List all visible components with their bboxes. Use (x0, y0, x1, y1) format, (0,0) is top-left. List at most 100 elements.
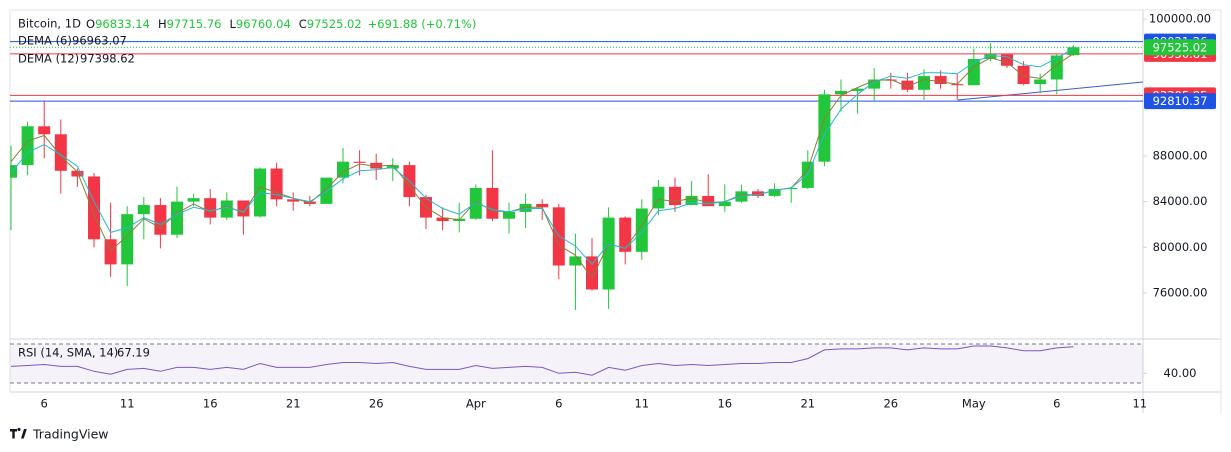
legend-label: DEMA (6) (18, 34, 72, 48)
brand: TradingView (9, 427, 109, 442)
candle-body (171, 201, 183, 235)
candle-body (204, 198, 217, 218)
rsi-tick-label: 40.00 (1164, 366, 1197, 380)
candle-body (569, 256, 582, 266)
ohlc-value: 96833.14 (95, 17, 150, 31)
x-tick-label: 26 (369, 397, 384, 411)
x-tick-label: Apr (466, 397, 486, 411)
rsi-label: RSI (14, SMA, 14) (18, 346, 118, 360)
candle-body (1001, 54, 1013, 66)
x-tick-label: May (962, 397, 986, 411)
candle-body (718, 201, 731, 207)
candle-body (436, 217, 449, 222)
legend-label: DEMA (12) (18, 52, 79, 66)
rsi-band (10, 344, 1143, 384)
candle-body (187, 198, 200, 202)
header: Bitcoin, 1D O96833.14 H97715.76 L96760.04 C… (18, 17, 476, 360)
candle-body (918, 76, 930, 90)
candle-body (353, 161, 366, 163)
candle-body (685, 195, 698, 206)
ohlc-prefix: H (158, 17, 167, 31)
price-tag (1144, 93, 1216, 110)
change-value: +691.88 (+0.71%) (368, 17, 477, 31)
candle-body (38, 126, 51, 135)
brand-logo (9, 427, 27, 439)
x-tick-label: 26 (883, 397, 898, 411)
y-tick-label: 76000.00 (1153, 285, 1208, 299)
price-tag-label: 97525.02 (1153, 40, 1208, 54)
candle-body (934, 76, 947, 85)
candle-body (635, 208, 648, 252)
x-tick-label: 16 (717, 397, 732, 411)
ohlc-values: O96833.14 H97715.76 L96760.04 C97525.02 +691… (86, 17, 476, 31)
candle-body (768, 189, 781, 196)
candle-body (1017, 65, 1030, 85)
ohlc-value: 97525.02 (307, 17, 362, 31)
rsi-value: 67.19 (117, 346, 150, 360)
y-tick-label: 84000.00 (1153, 194, 1208, 208)
x-tick-label: 11 (634, 397, 649, 411)
symbol-title: Bitcoin, 1D (18, 17, 81, 31)
x-tick-label: 6 (555, 397, 562, 411)
candle-body (735, 191, 748, 202)
candle-body (1034, 79, 1047, 85)
x-tick-label: 21 (286, 397, 301, 411)
ohlc-value: 97715.76 (167, 17, 222, 31)
y-tick-label: 80000.00 (1153, 240, 1208, 254)
y-tick-label: 88000.00 (1153, 148, 1208, 162)
candle-body (237, 200, 250, 217)
candle-body (1050, 55, 1063, 80)
candle-body (984, 54, 997, 59)
x-tick-label: 21 (800, 397, 815, 411)
candle-body (785, 187, 798, 190)
candle-body (619, 217, 632, 252)
candle-body (536, 203, 549, 208)
candle-body (486, 187, 499, 219)
x-tick-label: 11 (120, 397, 135, 411)
candle-body (602, 217, 615, 290)
candle-body (220, 200, 233, 218)
ohlc-prefix: O (86, 17, 95, 31)
candle-body (851, 88, 864, 91)
main-pane (10, 41, 1143, 311)
x-tick-label: 16 (203, 397, 218, 411)
candle-body (10, 165, 17, 178)
dema-line (10, 48, 1074, 266)
price-tag (1144, 39, 1216, 56)
candle-body (586, 256, 598, 290)
candle-body (951, 84, 964, 86)
legend-value: 97398.62 (80, 52, 135, 66)
ohlc-prefix: L (229, 17, 236, 31)
candle-body (702, 195, 715, 207)
candle-body (370, 162, 383, 169)
candle-body (503, 211, 515, 219)
candle-body (868, 79, 881, 89)
rsi-line (10, 345, 1074, 376)
candle-body (901, 80, 914, 90)
candle-body (337, 161, 349, 178)
ohlc-value: 96760.04 (236, 17, 291, 31)
legend-value: 96963.07 (72, 34, 127, 48)
candle-body (121, 214, 134, 265)
candle-body (287, 199, 300, 202)
candle-body (835, 90, 847, 95)
x-tick-label: 11 (1132, 397, 1147, 411)
brand-name: TradingView (32, 427, 109, 442)
candle-body (154, 205, 167, 235)
candle-body (669, 186, 681, 206)
candle-body (884, 79, 897, 81)
ohlc-prefix: C (299, 17, 307, 31)
candle-body (386, 165, 399, 169)
candle-body (818, 94, 831, 162)
x-tick-label: 6 (41, 397, 48, 411)
candle-body (54, 134, 67, 171)
dema-line (10, 53, 1074, 280)
candle-body (752, 191, 764, 196)
y-tick-label: 100000.00 (1149, 12, 1211, 26)
candle-body (88, 176, 100, 240)
candle-body (519, 203, 532, 212)
trendline-drawing (957, 81, 1144, 101)
candle-body (21, 126, 34, 166)
